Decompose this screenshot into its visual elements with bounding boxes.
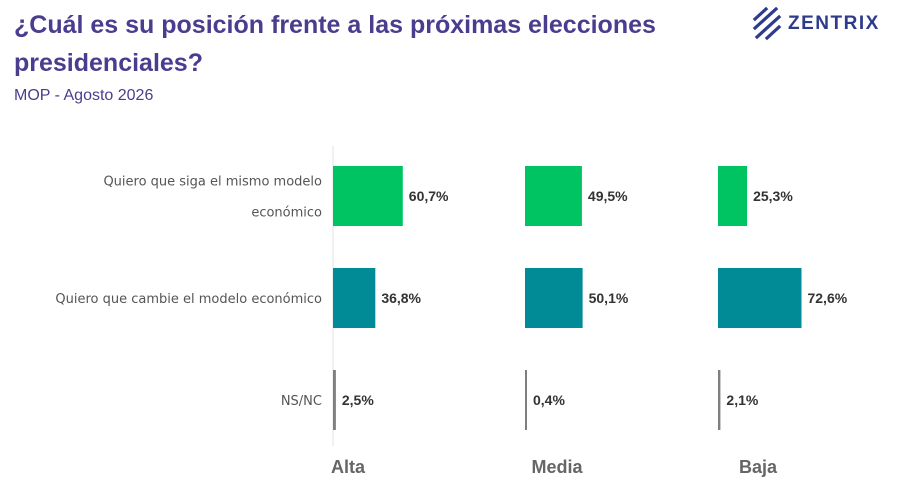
data-label: 72,6% xyxy=(807,290,847,306)
data-label: 2,5% xyxy=(342,392,374,408)
category-label: Quiero que siga el mismo modelo xyxy=(103,175,322,190)
category-label: Quiero que cambie el modelo económico xyxy=(55,292,322,307)
category-label: económico xyxy=(251,206,322,221)
data-label: 25,3% xyxy=(753,188,793,204)
category-label: NS/NC xyxy=(281,394,322,409)
data-label: 50,1% xyxy=(589,290,629,306)
data-label: 60,7% xyxy=(409,188,449,204)
bar xyxy=(333,370,336,430)
page-title: ¿Cuál es su posición frente a las próxim… xyxy=(14,11,656,77)
brand-logo: ZENTRIX xyxy=(752,6,880,42)
page-subtitle: MOP - Agosto 2026 xyxy=(14,87,154,104)
zentrix-logo-icon xyxy=(752,7,782,41)
data-label: 2,1% xyxy=(726,392,758,408)
data-label: 36,8% xyxy=(381,290,421,306)
bar xyxy=(525,268,583,328)
data-label: 49,5% xyxy=(588,188,628,204)
bar xyxy=(718,370,721,430)
bar xyxy=(525,166,582,226)
logo-text: ZENTRIX xyxy=(788,13,880,34)
bar xyxy=(718,268,802,328)
group-label: Baja xyxy=(739,457,778,477)
bar xyxy=(525,370,527,430)
bar xyxy=(333,166,403,226)
group-label: Alta xyxy=(331,457,366,477)
group-label: Media xyxy=(531,457,583,477)
bar xyxy=(333,268,376,328)
data-label: 0,4% xyxy=(533,392,565,408)
bar xyxy=(718,166,748,226)
